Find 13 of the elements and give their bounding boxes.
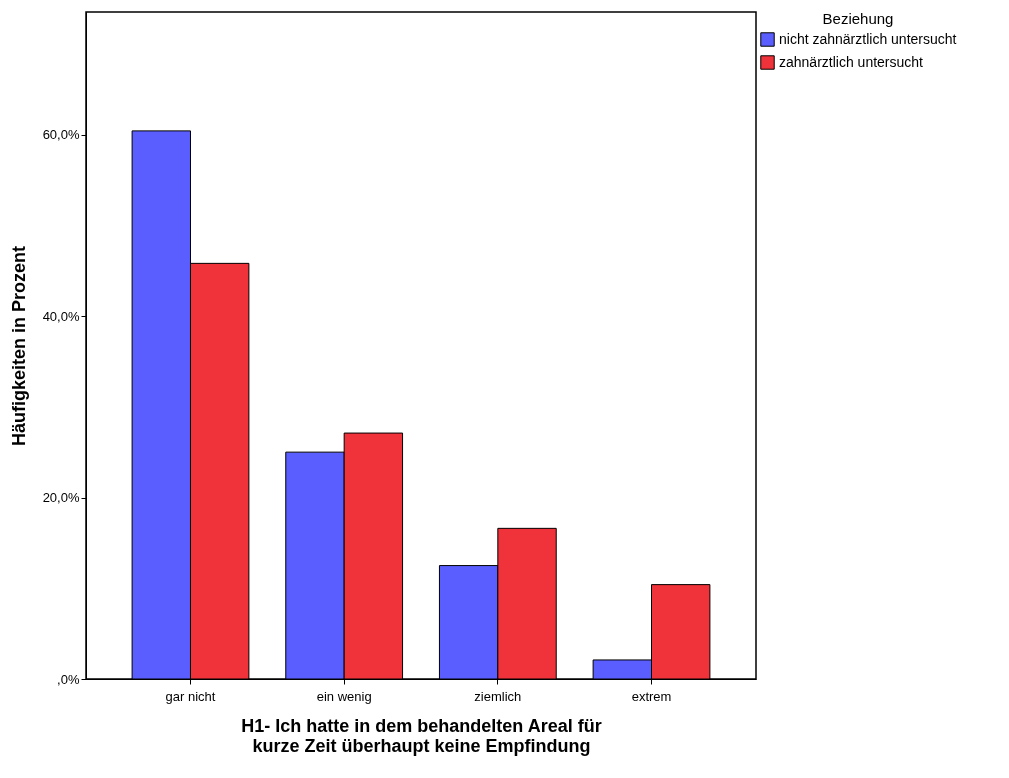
y-axis-title: Häufigkeiten in Prozent (8, 245, 29, 447)
y-tick-label: 20,0% (42, 490, 80, 505)
y-tick-label: 40,0% (42, 308, 80, 324)
y-tick-label: ,0% (57, 671, 80, 687)
x-tick-label: extrem (631, 688, 672, 704)
legend-title: Beziehung (822, 10, 894, 27)
y-tick-label: 60,0% (42, 127, 80, 143)
x-tick-label: ziemlich (474, 688, 522, 704)
legend-label: nicht zahnärztlich untersucht (779, 30, 957, 47)
x-tick-label: gar nicht (165, 688, 216, 704)
x-axis-title: H1- Ich hatte in dem behandelten Areal für kurze Zeit überhaupt keine Empfindung (241, 715, 602, 756)
legend-label: zahnärztlich untersucht (779, 53, 924, 70)
x-tick-label: ein wenig (316, 688, 372, 704)
